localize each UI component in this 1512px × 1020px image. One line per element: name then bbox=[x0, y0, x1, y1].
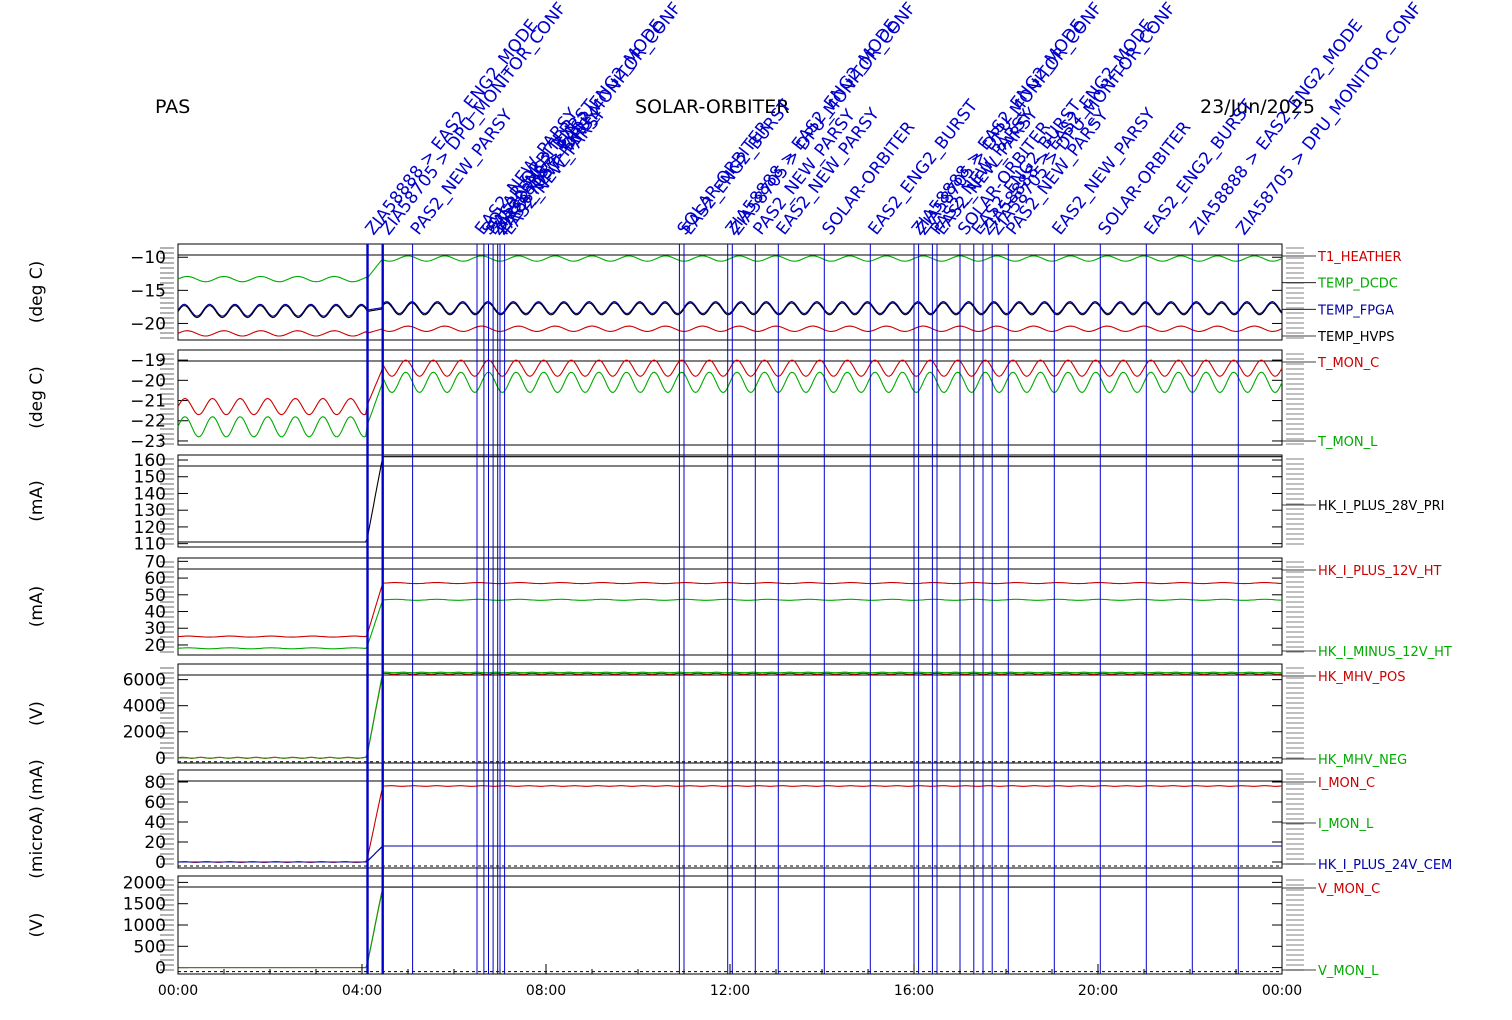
panel-frame bbox=[177, 349, 1283, 446]
series-line bbox=[178, 886, 1282, 969]
legend-label: TEMP_DCDC bbox=[1317, 277, 1398, 292]
legend-label: HK_I_PLUS_24V_CEM bbox=[1318, 858, 1452, 873]
y-axis-label: (microA) (mA) bbox=[27, 759, 47, 878]
series-line bbox=[177, 302, 1283, 319]
series-line bbox=[177, 301, 1283, 317]
y-tick-label: −19 bbox=[130, 351, 166, 371]
series-line bbox=[177, 582, 1283, 638]
y-tick-label: 160 bbox=[134, 451, 166, 471]
y-tick-label: −15 bbox=[130, 281, 166, 301]
legend-label: I_MON_C bbox=[1318, 776, 1375, 791]
series-line bbox=[178, 886, 1282, 969]
y-tick-label: 0 bbox=[155, 959, 166, 979]
y-tick-label: 2000 bbox=[123, 723, 166, 743]
y-axis-label: (mA) bbox=[27, 586, 47, 627]
y-axis-label: (V) bbox=[27, 913, 47, 938]
legend-label: V_MON_L bbox=[1318, 964, 1379, 979]
y-tick-label: 140 bbox=[134, 484, 166, 504]
series-line bbox=[178, 845, 1282, 863]
x-tick-label: 08:00 bbox=[526, 983, 566, 999]
y-tick-label: 130 bbox=[134, 501, 166, 521]
y-tick-label: 40 bbox=[144, 813, 166, 833]
legend-label: T_MON_L bbox=[1317, 435, 1378, 450]
y-tick-label: 20 bbox=[144, 833, 166, 853]
telecommand-label: ZIA58705 > DPU_MONITOR_CONF bbox=[1232, 0, 1426, 239]
x-tick-label: 00:00 bbox=[158, 983, 198, 999]
legend-label: TEMP_FPGA bbox=[1317, 303, 1394, 318]
y-tick-label: −10 bbox=[130, 248, 166, 268]
x-tick-label: 20:00 bbox=[1078, 983, 1118, 999]
y-tick-label: 1000 bbox=[123, 916, 166, 936]
y-tick-label: 1500 bbox=[123, 895, 166, 915]
series-line bbox=[177, 598, 1282, 650]
legend-label: T1_HEATHER bbox=[1317, 250, 1402, 265]
series-line bbox=[178, 845, 1282, 863]
y-tick-label: 120 bbox=[134, 518, 166, 538]
legend-label: V_MON_C bbox=[1318, 882, 1380, 897]
y-tick-label: 60 bbox=[144, 793, 166, 813]
mission-title: SOLAR-ORBITER bbox=[635, 96, 790, 118]
series-line bbox=[177, 785, 1283, 863]
y-tick-label: 40 bbox=[144, 603, 166, 623]
legend-label: T_MON_C bbox=[1317, 356, 1379, 371]
y-axis-label: (V) bbox=[27, 701, 47, 726]
x-tick-label: 00:00 bbox=[1262, 983, 1302, 999]
y-axis-label: (deg C) bbox=[27, 261, 47, 324]
legend-label: HK_MHV_POS bbox=[1318, 670, 1406, 685]
y-tick-label: 50 bbox=[144, 586, 166, 606]
y-tick-label: −23 bbox=[130, 432, 166, 452]
panel-frame bbox=[177, 557, 1283, 656]
y-tick-label: 0 bbox=[155, 853, 166, 873]
panel-frame bbox=[177, 454, 1283, 548]
y-tick-label: 70 bbox=[144, 552, 166, 572]
series-line bbox=[177, 359, 1283, 416]
y-tick-label: 0 bbox=[155, 749, 166, 769]
series-line bbox=[177, 672, 1283, 759]
y-tick-label: 20 bbox=[144, 636, 166, 656]
legend-label: TEMP_HVPS bbox=[1317, 330, 1394, 345]
y-tick-label: 500 bbox=[134, 937, 166, 957]
y-tick-label: 110 bbox=[134, 535, 166, 555]
x-tick-label: 04:00 bbox=[342, 983, 382, 999]
telecommand-label: ZIA58888 > EAS2_ENG2_MODE bbox=[1186, 16, 1367, 239]
legend-label: HK_I_PLUS_28V_PRI bbox=[1318, 499, 1444, 514]
y-tick-label: −20 bbox=[130, 314, 166, 334]
y-tick-label: 30 bbox=[144, 619, 166, 639]
legend-label: I_MON_L bbox=[1318, 817, 1374, 832]
panel-frame bbox=[177, 875, 1283, 975]
y-axis-label: (deg C) bbox=[27, 366, 47, 429]
y-tick-label: 80 bbox=[144, 773, 166, 793]
series-line bbox=[177, 255, 1283, 283]
series-line bbox=[177, 671, 1283, 759]
series-line bbox=[178, 456, 1282, 543]
y-tick-label: 60 bbox=[144, 569, 166, 589]
series-line bbox=[177, 371, 1283, 438]
legend-label: HK_I_MINUS_12V_HT bbox=[1318, 645, 1452, 660]
date-title: 23/Jun/2025 bbox=[1200, 96, 1316, 118]
panel-frame bbox=[177, 663, 1283, 764]
x-tick-label: 16:00 bbox=[894, 983, 934, 999]
y-tick-label: 4000 bbox=[123, 697, 166, 717]
y-tick-label: −21 bbox=[130, 392, 166, 412]
series-line bbox=[177, 325, 1283, 337]
panel-frame bbox=[177, 243, 1283, 341]
y-tick-label: 2000 bbox=[123, 873, 166, 893]
y-tick-label: 6000 bbox=[123, 671, 166, 691]
instrument-title: PAS bbox=[155, 96, 191, 118]
legend-label: HK_I_PLUS_12V_HT bbox=[1318, 564, 1442, 579]
y-tick-label: −22 bbox=[130, 412, 166, 432]
panel-frame bbox=[177, 769, 1283, 869]
x-tick-label: 12:00 bbox=[710, 983, 750, 999]
y-axis-label: (mA) bbox=[27, 480, 47, 521]
legend-label: HK_MHV_NEG bbox=[1318, 753, 1407, 768]
y-tick-label: 150 bbox=[134, 468, 166, 488]
y-tick-label: −20 bbox=[130, 371, 166, 391]
